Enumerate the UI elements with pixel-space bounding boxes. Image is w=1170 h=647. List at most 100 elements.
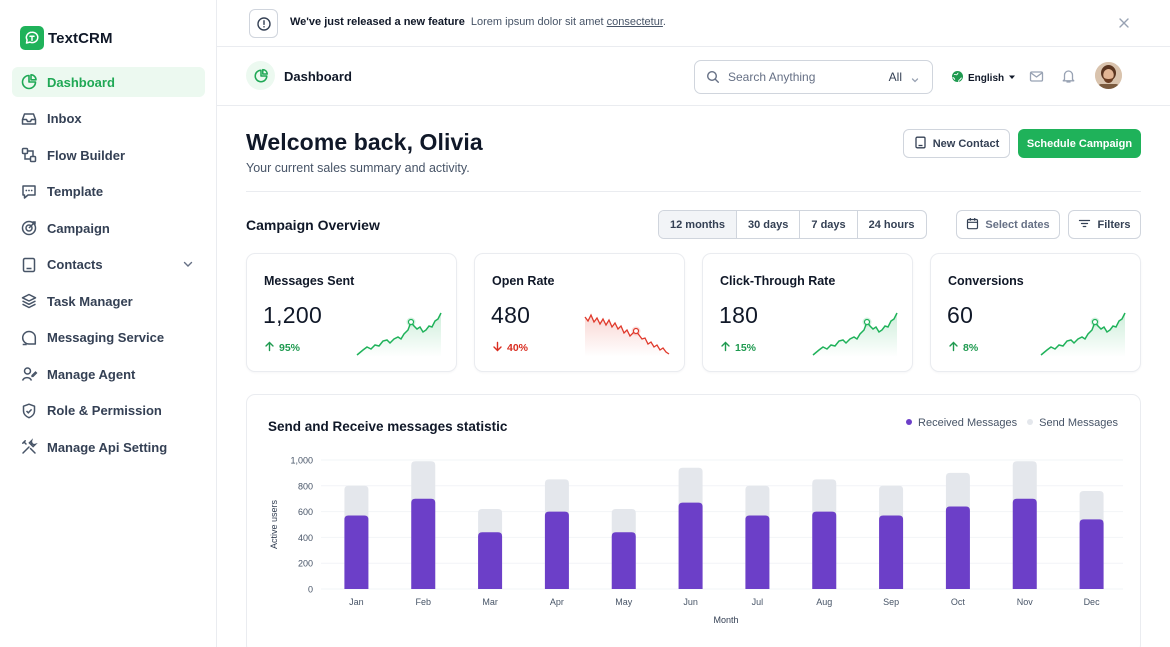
campaign-overview-title: Campaign Overview: [246, 217, 380, 233]
legend-dot-icon: [906, 419, 913, 425]
sparkline-up: [1040, 312, 1126, 357]
sidebar-item-flow-builder[interactable]: Flow Builder: [12, 140, 205, 170]
new-contact-button[interactable]: New Contact: [903, 129, 1010, 158]
sidebar-item-inbox[interactable]: Inbox: [12, 104, 205, 134]
banner-link[interactable]: consectetur: [606, 16, 663, 28]
search-scope[interactable]: All: [888, 70, 902, 84]
x-tick-label: Jul: [752, 597, 764, 607]
stat-card-title: Click-Through Rate: [720, 274, 836, 288]
y-tick-label: 1,000: [290, 456, 313, 466]
bar-received: [1012, 498, 1037, 589]
sidebar-item-label: Messaging Service: [47, 330, 165, 345]
page-title: Dashboard: [284, 69, 352, 84]
chevron-down-icon[interactable]: [181, 257, 195, 274]
y-tick-label: 0: [308, 585, 313, 595]
stat-card-conversions[interactable]: Conversions 60 8%: [930, 253, 1141, 372]
x-tick-label: Jan: [349, 597, 364, 607]
chevron-down-icon[interactable]: [910, 72, 920, 83]
sidebar-item-campaign[interactable]: Campaign: [12, 213, 205, 243]
info-icon: [249, 9, 278, 38]
bar-received: [344, 515, 369, 589]
legend-item-send[interactable]: Send Messages: [1027, 417, 1118, 429]
y-tick-label: 400: [298, 533, 313, 543]
stat-card-change: 40%: [492, 341, 528, 355]
sidebar-item-manage-agent[interactable]: Manage Agent: [12, 359, 205, 389]
dashboard-icon: [20, 73, 38, 91]
sidebar-item-contacts[interactable]: Contacts: [12, 250, 205, 280]
bar-received: [1079, 519, 1104, 589]
select-dates-button[interactable]: Select dates: [956, 210, 1060, 239]
mail-icon[interactable]: [1029, 69, 1044, 84]
x-axis-label: Month: [713, 615, 738, 625]
shield-icon: [20, 402, 38, 420]
stat-card-change-value: 40%: [507, 342, 529, 354]
stat-card-title: Open Rate: [492, 274, 555, 288]
sidebar: TextCRM Dashboard Inbox Flow Builder Tem…: [0, 0, 217, 647]
sidebar-item-manage-api-setting[interactable]: Manage Api Setting: [12, 432, 205, 462]
close-icon[interactable]: [1117, 16, 1131, 30]
sidebar-nav: Dashboard Inbox Flow Builder Template Ca…: [12, 67, 205, 469]
sidebar-item-dashboard[interactable]: Dashboard: [12, 67, 205, 97]
stat-card-value: 1,200: [263, 302, 323, 328]
sidebar-item-messaging-service[interactable]: Messaging Service: [12, 323, 205, 353]
divider: [246, 191, 1141, 192]
filters-button[interactable]: Filters: [1068, 210, 1141, 239]
range-7-days[interactable]: 7 days: [800, 211, 858, 238]
filters-label: Filters: [1097, 218, 1131, 231]
stat-card-title: Conversions: [948, 274, 1024, 288]
select-dates-label: Select dates: [985, 218, 1050, 231]
search-icon: [706, 70, 720, 84]
sidebar-item-task-manager[interactable]: Task Manager: [12, 286, 205, 316]
stat-card-change: 15%: [720, 341, 756, 355]
bell-icon[interactable]: [1061, 68, 1076, 84]
range-selector: 12 months 30 days 7 days 24 hours: [658, 210, 927, 239]
stat-card-value: 180: [719, 302, 759, 328]
x-tick-label: Feb: [415, 597, 431, 607]
search-input[interactable]: Search Anything All: [694, 60, 933, 94]
bar-received: [879, 515, 904, 589]
language-selector[interactable]: English: [951, 70, 1016, 86]
banner-body: Lorem ipsum dolor sit amet: [470, 16, 604, 28]
schedule-campaign-button[interactable]: Schedule Campaign: [1018, 129, 1141, 158]
sidebar-item-template[interactable]: Template: [12, 177, 205, 207]
bar-received: [678, 502, 703, 589]
sidebar-item-label: Task Manager: [47, 293, 133, 309]
x-tick-label: Oct: [951, 597, 966, 607]
arrow-up-icon: [720, 341, 731, 355]
range-24-hours[interactable]: 24 hours: [868, 218, 915, 231]
sparkline-down: [584, 313, 670, 357]
search-placeholder: Search Anything: [728, 70, 816, 84]
sidebar-item-label: Template: [47, 184, 104, 199]
sidebar-item-label: Dashboard: [47, 74, 115, 90]
stat-card-change: 95%: [264, 341, 300, 355]
legend-dot-icon: [1027, 419, 1034, 425]
announcement-banner: We've just released a new feature Lorem …: [217, 0, 1170, 47]
legend-item-received[interactable]: Received Messages: [906, 417, 1017, 429]
avatar[interactable]: [1095, 62, 1122, 89]
bar-received: [544, 511, 569, 589]
stat-card-change-value: 8%: [963, 342, 979, 354]
sparkline-up: [356, 312, 442, 357]
bar-received: [945, 506, 970, 589]
welcome-subtitle: Your current sales summary and activity.: [246, 161, 470, 175]
stat-card-open-rate[interactable]: Open Rate 480 40%: [474, 253, 685, 372]
range-30-days[interactable]: 30 days: [737, 211, 801, 238]
brand-name: TextCRM: [48, 29, 113, 47]
sidebar-item-role-permission[interactable]: Role & Permission: [12, 396, 205, 426]
x-tick-label: Aug: [816, 597, 832, 607]
sidebar-item-label: Flow Builder: [47, 147, 125, 163]
layers-icon: [20, 292, 38, 310]
welcome-heading: Welcome back, Olivia: [246, 129, 483, 155]
sidebar-item-label: Contacts: [47, 257, 103, 272]
range-12-months[interactable]: 12 months: [659, 211, 738, 238]
stat-card-title: Messages Sent: [264, 274, 355, 288]
bar-received: [411, 498, 436, 589]
contacts-icon: [20, 256, 38, 274]
stat-card-messages-sent[interactable]: Messages Sent 1,200 95%: [246, 253, 457, 372]
stat-card-change-value: 15%: [735, 342, 757, 354]
chart-title: Send and Receive messages statistic: [268, 419, 508, 434]
stat-card-click-through-rate[interactable]: Click-Through Rate 180 15%: [702, 253, 913, 372]
brand[interactable]: TextCRM: [20, 26, 113, 50]
chart-legend: Received Messages Send Messages: [906, 417, 1118, 429]
contact-book-icon: [914, 136, 927, 152]
